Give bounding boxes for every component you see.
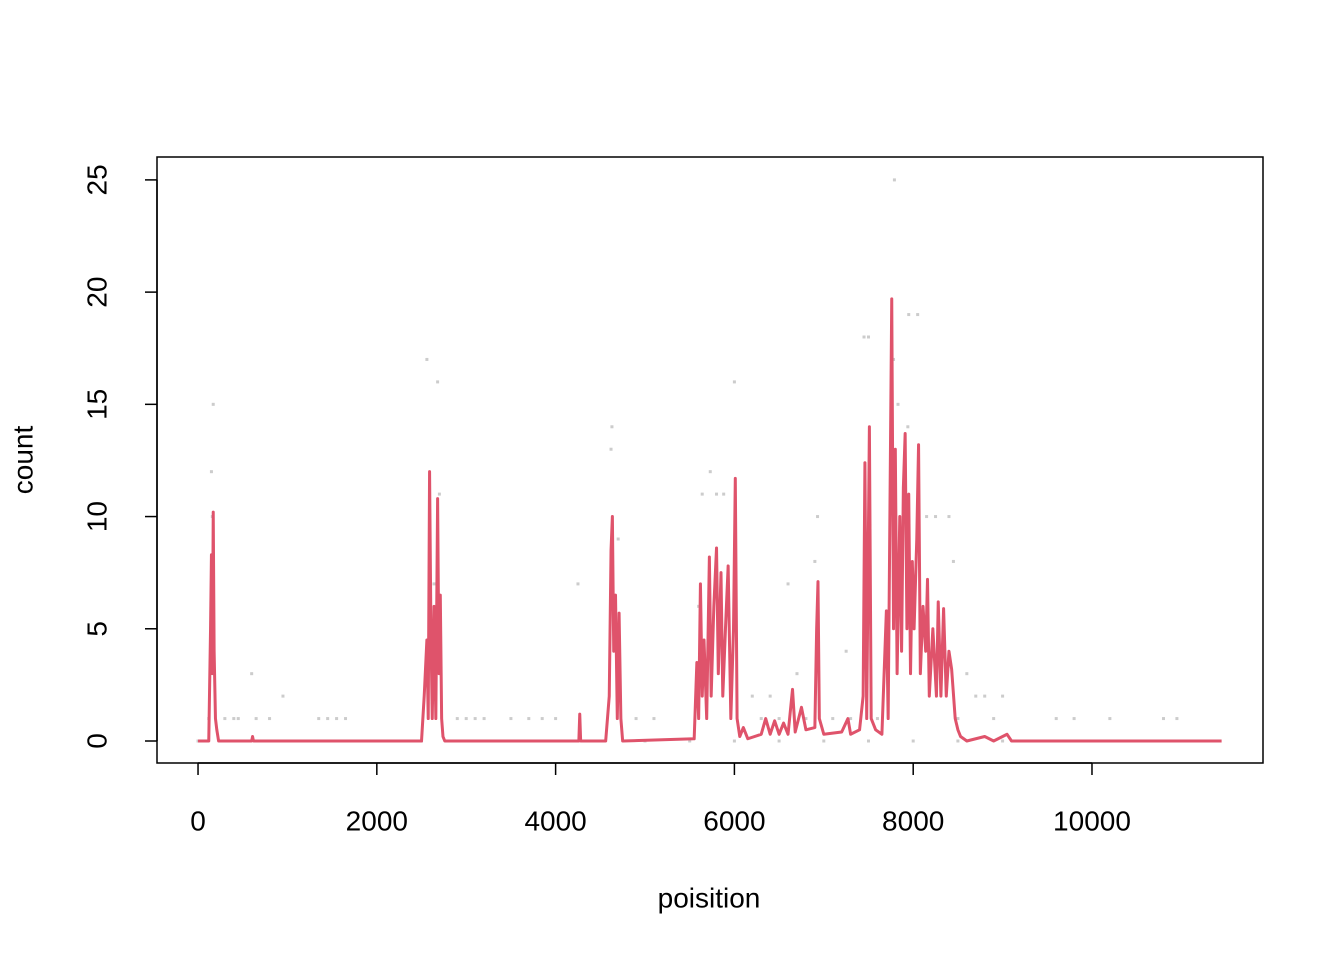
point bbox=[540, 717, 544, 721]
point bbox=[777, 739, 781, 743]
point bbox=[236, 717, 240, 721]
point bbox=[722, 492, 726, 496]
point bbox=[822, 739, 826, 743]
point bbox=[609, 447, 613, 451]
point bbox=[804, 717, 808, 721]
point bbox=[816, 515, 820, 519]
point bbox=[436, 380, 440, 384]
point bbox=[652, 717, 656, 721]
point bbox=[732, 380, 736, 384]
point bbox=[875, 717, 879, 721]
point bbox=[281, 694, 285, 698]
point bbox=[482, 717, 486, 721]
y-tick-label: 10 bbox=[81, 501, 112, 532]
point bbox=[576, 582, 580, 586]
point bbox=[223, 717, 227, 721]
point bbox=[432, 582, 436, 586]
y-tick-label: 25 bbox=[81, 164, 112, 195]
point bbox=[344, 717, 348, 721]
x-tick-label: 6000 bbox=[703, 805, 765, 836]
point bbox=[473, 717, 477, 721]
point bbox=[1162, 717, 1166, 721]
x-tick-label: 2000 bbox=[346, 805, 408, 836]
point bbox=[862, 335, 866, 339]
point bbox=[947, 515, 951, 519]
point bbox=[951, 559, 955, 563]
point bbox=[795, 672, 799, 676]
point bbox=[326, 717, 330, 721]
point bbox=[907, 313, 911, 317]
point bbox=[211, 402, 215, 406]
point bbox=[527, 717, 531, 721]
point bbox=[317, 717, 321, 721]
point bbox=[956, 717, 960, 721]
point bbox=[634, 717, 638, 721]
point bbox=[610, 425, 614, 429]
line bbox=[198, 297, 1222, 743]
point bbox=[1175, 717, 1179, 721]
point bbox=[983, 694, 987, 698]
point bbox=[688, 739, 692, 743]
point bbox=[209, 470, 213, 474]
x-tick-label: 10000 bbox=[1053, 805, 1131, 836]
point bbox=[335, 717, 339, 721]
point bbox=[437, 492, 441, 496]
point bbox=[866, 739, 870, 743]
point bbox=[974, 694, 978, 698]
y-axis-label: count bbox=[7, 426, 38, 495]
point bbox=[232, 717, 236, 721]
point bbox=[509, 717, 513, 721]
point bbox=[813, 559, 817, 563]
point bbox=[732, 739, 736, 743]
y-tick-label: 15 bbox=[81, 389, 112, 420]
y-tick-label: 20 bbox=[81, 277, 112, 308]
point bbox=[906, 425, 910, 429]
x-tick-label: 4000 bbox=[524, 805, 586, 836]
point bbox=[786, 582, 790, 586]
point bbox=[759, 717, 763, 721]
point bbox=[916, 313, 920, 317]
point bbox=[254, 717, 258, 721]
point bbox=[777, 717, 781, 721]
point bbox=[554, 717, 558, 721]
point bbox=[700, 492, 704, 496]
point bbox=[750, 694, 754, 698]
point bbox=[1108, 717, 1112, 721]
point bbox=[866, 335, 870, 339]
point bbox=[992, 717, 996, 721]
point bbox=[965, 672, 969, 676]
point bbox=[268, 717, 272, 721]
x-tick-label: 0 bbox=[190, 805, 206, 836]
point bbox=[1001, 739, 1005, 743]
x-tick-label: 8000 bbox=[882, 805, 944, 836]
point bbox=[831, 717, 835, 721]
point bbox=[715, 492, 719, 496]
y-tick-label: 0 bbox=[81, 733, 112, 749]
point bbox=[1054, 717, 1058, 721]
point bbox=[911, 739, 915, 743]
point bbox=[768, 694, 772, 698]
point bbox=[956, 739, 960, 743]
point bbox=[425, 357, 429, 361]
point bbox=[844, 649, 848, 653]
y-tick-label: 5 bbox=[81, 621, 112, 637]
point bbox=[896, 402, 900, 406]
point bbox=[616, 537, 620, 541]
point bbox=[464, 717, 468, 721]
point bbox=[455, 717, 459, 721]
point bbox=[250, 672, 254, 676]
point bbox=[708, 470, 712, 474]
point bbox=[1072, 717, 1076, 721]
x-axis-label: poisition bbox=[658, 882, 761, 913]
point bbox=[849, 717, 853, 721]
point bbox=[925, 515, 929, 519]
point bbox=[1001, 694, 1005, 698]
point bbox=[934, 515, 938, 519]
point bbox=[892, 178, 896, 182]
